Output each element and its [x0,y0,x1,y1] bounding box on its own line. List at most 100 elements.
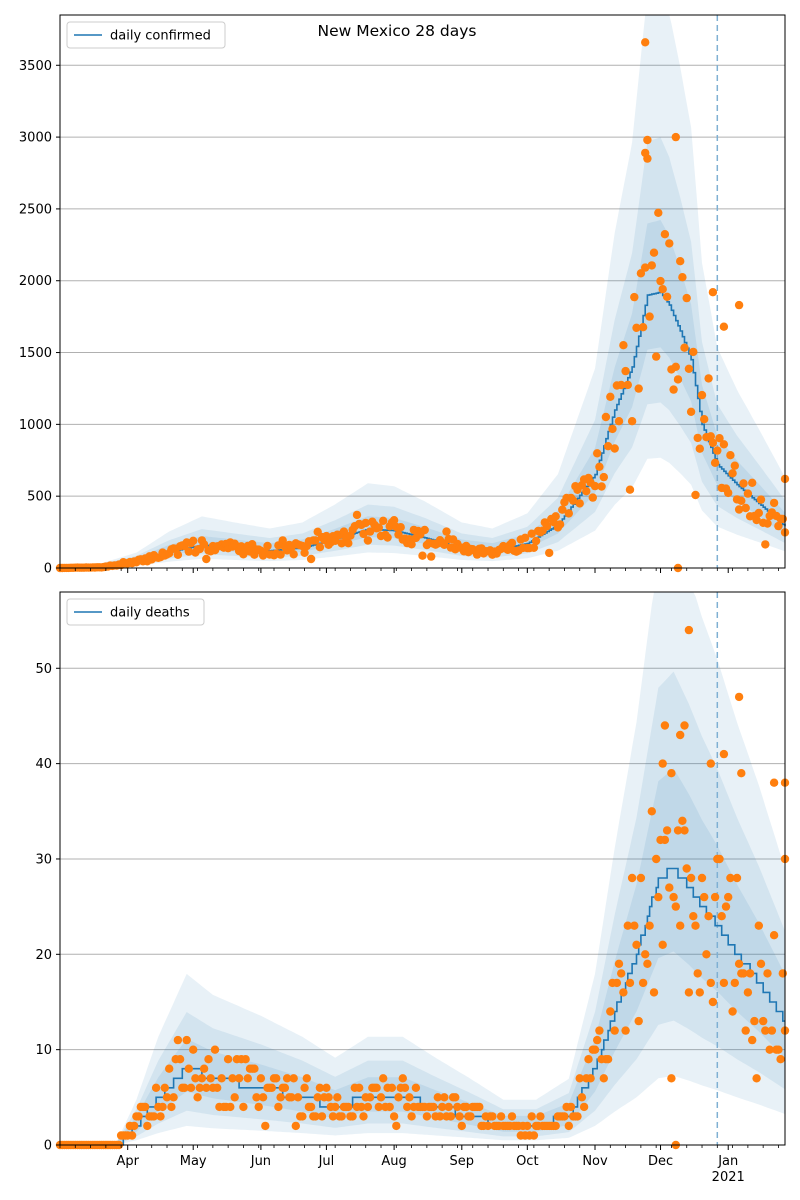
observed-point [632,940,641,949]
x-tick-label: May [180,1154,207,1169]
observed-point [676,921,685,930]
observed-point [210,1045,220,1054]
observed-point [686,873,696,883]
observed-point [444,1102,453,1112]
observed-point [643,959,652,968]
observed-point [400,1083,410,1093]
observed-point [748,1035,757,1045]
observed-point [728,1007,737,1016]
observed-point [165,1064,174,1073]
observed-point [429,1102,438,1112]
observed-point [282,1074,292,1083]
observed-point [745,969,755,978]
observed-point [440,1093,449,1102]
observed-point [695,988,704,997]
observed-point [573,1112,582,1121]
observed-point [302,1074,311,1083]
observed-point [614,959,624,968]
observed-point [162,1093,172,1102]
observed-point [748,478,757,487]
observed-point [693,969,702,978]
observed-point [641,950,650,959]
observed-point [173,550,183,559]
observed-point [363,1102,373,1112]
observed-point [252,1093,261,1102]
observed-point [756,495,766,504]
observed-point [627,873,637,883]
observed-point [619,341,628,350]
observed-point [767,1026,777,1035]
observed-point [741,1026,750,1035]
observed-point [577,1093,587,1102]
observed-point [686,407,696,416]
observed-point [671,902,680,911]
observed-point [684,625,694,635]
observed-point [610,1026,619,1035]
observed-point [658,940,667,949]
observed-point [599,1074,608,1083]
observed-point [706,432,715,441]
observed-point [734,692,744,702]
observed-point [433,1093,442,1102]
observed-point [691,921,700,930]
observed-point [411,1083,421,1093]
observed-point [662,292,672,301]
observed-point [724,488,733,498]
observed-point [529,1131,539,1140]
observed-point [739,969,748,978]
observed-point [750,1016,759,1026]
observed-point [379,516,388,525]
observed-point [700,415,709,424]
observed-point [226,1102,235,1112]
observed-point [361,518,370,528]
x-tick-label: Nov [582,1154,608,1169]
observed-point [638,323,648,332]
observed-point [507,538,517,548]
observed-point [734,959,744,968]
observed-point [475,1102,484,1112]
y-tick-label: 2500 [19,202,52,217]
observed-point [641,38,650,47]
observed-point [180,1083,189,1093]
observed-point [243,1074,252,1083]
observed-point [684,364,694,373]
observed-point [595,462,604,471]
observed-point [396,523,405,532]
observed-point [195,1083,204,1093]
observed-point [542,522,552,531]
observed-point [658,285,667,294]
legend-label: daily confirmed [110,29,211,44]
observed-point [306,554,316,564]
observed-point [739,479,748,488]
observed-point [619,988,628,997]
observed-point [523,1121,532,1131]
observed-point [359,529,368,539]
observed-point [230,1093,239,1102]
observed-point [630,292,639,302]
observed-point [641,148,650,158]
observed-point [671,132,680,142]
observed-point [765,1045,774,1054]
panel-deaths: 0 10 20 30 40 50 Apr May Jun Jul Aug Sep Oct Nov Dec J… [35,591,790,1185]
observed-point [586,1074,595,1083]
observed-point [389,1112,399,1121]
observed-point [614,417,624,426]
observed-point [667,769,676,778]
observed-point [418,551,427,560]
observed-point [680,343,689,352]
observed-point [636,269,646,278]
observed-point [427,552,436,561]
observed-point [660,721,670,730]
x-tick-label: Aug [381,1154,406,1169]
observed-point [673,375,683,384]
uncertainty-band-1 [60,768,785,1145]
y-tick-label: 0 [44,1139,52,1154]
observed-point [239,1102,248,1112]
observed-point [623,380,632,390]
observed-point [715,854,724,864]
observed-point [306,1102,316,1112]
observed-point [564,1121,573,1131]
observed-point [769,498,779,508]
observed-point [558,505,567,514]
observed-point [569,496,578,505]
